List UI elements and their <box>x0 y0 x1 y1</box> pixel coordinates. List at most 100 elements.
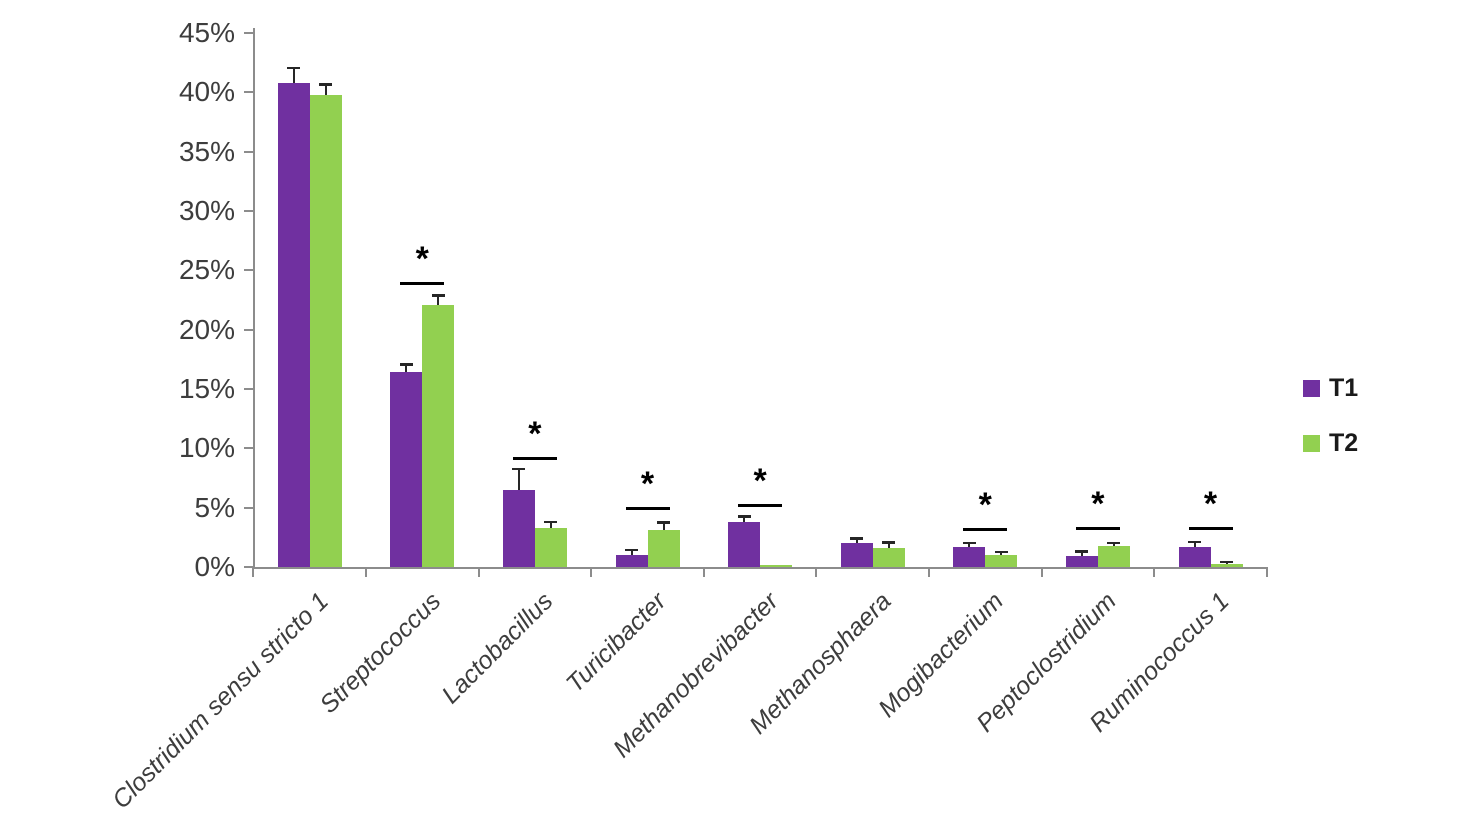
bar-t2 <box>422 304 455 567</box>
y-tick-label: 20% <box>178 313 235 345</box>
error-bar-cap-t1 <box>1075 550 1089 553</box>
x-axis-line <box>253 567 1267 569</box>
significance-asterisk: * <box>1091 484 1105 523</box>
error-bar-t2 <box>549 522 552 528</box>
bar-t2 <box>760 565 793 567</box>
y-tick-mark <box>244 91 253 94</box>
bar-t1 <box>1178 546 1211 567</box>
bar-t2 <box>647 530 680 567</box>
error-bar-t2 <box>662 523 665 531</box>
bar-t2 <box>985 555 1018 567</box>
significance-line <box>1075 526 1120 530</box>
category-label: Lactobacillus <box>436 587 559 710</box>
error-bar-cap-t1 <box>399 363 413 366</box>
error-bar-t2 <box>437 296 440 305</box>
y-tick-label: 45% <box>178 17 235 48</box>
significance-line <box>400 282 445 286</box>
error-bar-cap-t1 <box>287 66 301 70</box>
bar-t1 <box>728 521 761 567</box>
y-tick-label: 0% <box>194 551 235 582</box>
y-tick-mark <box>244 566 253 568</box>
error-bar-cap-t1 <box>962 541 976 545</box>
significance-asterisk: * <box>528 414 542 453</box>
bar-t1 <box>953 546 986 567</box>
y-tick-label: 40% <box>178 76 235 108</box>
error-bar-cap-t2 <box>319 83 333 86</box>
error-bar-t1 <box>405 365 408 373</box>
y-tick-label: 5% <box>194 491 235 523</box>
x-tick-mark <box>252 567 255 577</box>
error-bar-t2 <box>324 85 327 95</box>
category-label: Clostridium sensu stricto 1 <box>106 587 334 815</box>
significance-asterisk: * <box>1203 484 1218 523</box>
error-bar-t1 <box>292 68 295 83</box>
y-tick-mark <box>244 210 253 212</box>
significance-asterisk: * <box>640 465 655 504</box>
error-bar-t1 <box>1080 552 1083 557</box>
error-bar-t1 <box>743 517 746 522</box>
bar-t1 <box>390 372 423 567</box>
legend-label-t2: T2 <box>1329 429 1359 457</box>
bar-t2 <box>534 527 567 567</box>
legend-item-t1: T1 <box>1303 374 1358 403</box>
y-tick-mark <box>244 447 253 450</box>
bar-t1 <box>277 82 310 567</box>
significance-line <box>625 507 670 511</box>
error-bar-cap-t2 <box>544 520 558 523</box>
error-bar-t2 <box>1000 552 1003 556</box>
error-bar-cap-t1 <box>737 515 751 518</box>
significance-line <box>738 504 783 508</box>
significance-asterisk: * <box>753 462 767 501</box>
error-bar-cap-t1 <box>512 467 526 471</box>
legend: T1 T2 <box>1303 374 1358 458</box>
y-tick-mark <box>244 32 253 34</box>
y-tick-label: 25% <box>178 254 235 286</box>
error-bar-cap-t2 <box>1220 560 1233 564</box>
bar-t1 <box>1065 556 1098 567</box>
category-label: Turicibacter <box>560 587 672 698</box>
error-bar-t1 <box>968 543 971 547</box>
x-tick-mark <box>590 567 593 577</box>
bar-t2 <box>1210 564 1243 567</box>
legend-swatch-t1 <box>1303 380 1320 397</box>
y-tick-mark <box>244 150 253 153</box>
error-bar-t1 <box>517 469 520 490</box>
x-tick-mark <box>928 567 930 577</box>
bar-t1 <box>502 489 535 567</box>
significance-asterisk: * <box>978 485 992 524</box>
bar-t2 <box>1097 546 1130 567</box>
x-tick-mark <box>477 567 480 577</box>
error-bar-cap-t2 <box>431 294 445 297</box>
legend-swatch-t2 <box>1303 435 1320 452</box>
significance-line <box>512 456 557 460</box>
x-tick-mark <box>815 567 818 577</box>
legend-item-t2: T2 <box>1303 429 1358 458</box>
x-tick-mark <box>1265 567 1268 577</box>
x-tick-mark <box>1153 567 1156 577</box>
legend-label-t1: T1 <box>1329 374 1359 402</box>
x-tick-mark <box>1040 567 1043 577</box>
error-bar-t2 <box>1112 543 1115 547</box>
error-bar-cap-t2 <box>994 550 1008 554</box>
y-tick-label: 10% <box>178 432 235 464</box>
x-tick-mark <box>365 567 367 577</box>
error-bar-t1 <box>855 539 858 544</box>
significance-asterisk: * <box>415 240 429 279</box>
error-bar-cap-t1 <box>1188 540 1201 544</box>
error-bar-cap-t2 <box>657 521 670 524</box>
error-bar-t2 <box>1225 562 1228 565</box>
y-tick-mark <box>244 506 253 509</box>
significance-line <box>963 527 1008 531</box>
x-tick-mark <box>702 567 705 577</box>
y-tick-mark <box>244 269 253 272</box>
error-bar-cap-t1 <box>850 537 864 540</box>
error-bar-t1 <box>630 550 633 556</box>
y-tick-label: 35% <box>178 135 235 167</box>
bar-t1 <box>615 555 648 567</box>
significance-line <box>1188 526 1233 530</box>
y-tick-label: 15% <box>178 373 235 404</box>
y-axis-line <box>253 28 255 569</box>
y-tick-mark <box>244 388 253 390</box>
error-bar-cap-t2 <box>1107 541 1121 545</box>
